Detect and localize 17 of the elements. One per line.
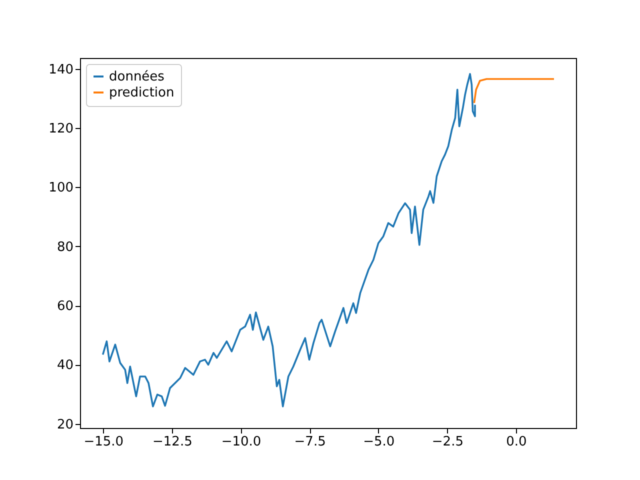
x-tick-label: −15.0	[84, 434, 124, 450]
x-tick-label: −2.5	[432, 434, 464, 450]
x-tick-label: −7.5	[294, 434, 326, 450]
y-tick-label: 60	[56, 299, 74, 314]
y-tick-label: 120	[48, 122, 74, 137]
y-tick-label: 40	[56, 358, 74, 374]
y-tick-label: 100	[48, 180, 74, 196]
line-series	[473, 78, 555, 104]
y-tick-label: 20	[56, 417, 74, 432]
x-tick-label: −5.0	[363, 434, 395, 450]
y-tick-label: 80	[56, 240, 74, 255]
x-tick-label: 0.0	[506, 434, 527, 450]
x-tick-label: −12.5	[152, 434, 192, 450]
y-tick-label: 140	[48, 62, 74, 78]
x-tick-label: −10.0	[221, 434, 262, 450]
legend-label: prediction	[109, 86, 174, 100]
legend-label: données	[109, 70, 165, 84]
